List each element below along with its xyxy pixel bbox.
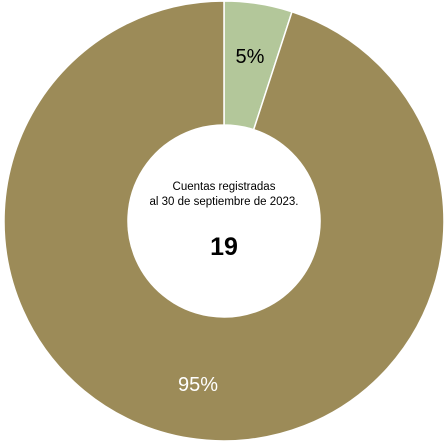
donut-slice-label-2: 95% [178,374,218,396]
center-caption-line-2: al 30 de septiembre de 2023. [149,196,299,208]
center-total-value: 19 [210,233,238,261]
slices-layer [3,0,445,442]
center-caption-line-1: Cuentas registradas [172,181,276,193]
donut-slice-2 [3,0,445,442]
donut-slice-label-1: 5% [236,46,265,68]
slice-labels-layer: 5% 95% [178,46,265,396]
